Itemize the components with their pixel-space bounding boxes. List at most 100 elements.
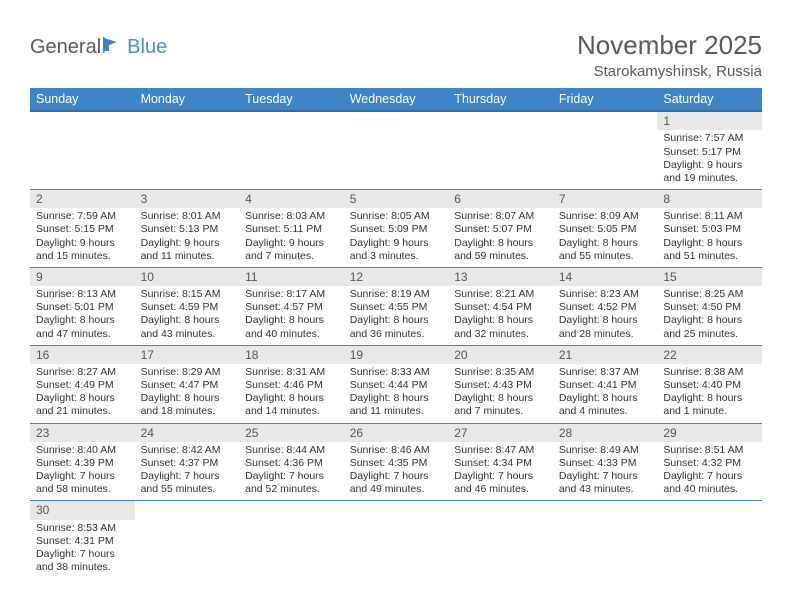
- day-number: 4: [239, 190, 344, 208]
- calendar-cell: 18Sunrise: 8:31 AMSunset: 4:46 PMDayligh…: [239, 345, 344, 423]
- page-subtitle: Starokamyshinsk, Russia: [577, 63, 762, 80]
- calendar-cell: 23Sunrise: 8:40 AMSunset: 4:39 PMDayligh…: [30, 423, 135, 501]
- weekday-header: Monday: [135, 88, 240, 111]
- day-content: Sunrise: 8:38 AMSunset: 4:40 PMDaylight:…: [657, 364, 762, 423]
- calendar-cell: 22Sunrise: 8:38 AMSunset: 4:40 PMDayligh…: [657, 345, 762, 423]
- calendar-cell: [239, 501, 344, 578]
- calendar-cell: [239, 111, 344, 189]
- calendar-cell: 21Sunrise: 8:37 AMSunset: 4:41 PMDayligh…: [553, 345, 658, 423]
- calendar-cell: 12Sunrise: 8:19 AMSunset: 4:55 PMDayligh…: [344, 267, 449, 345]
- weekday-header: Thursday: [448, 88, 553, 111]
- day-content: Sunrise: 8:13 AMSunset: 5:01 PMDaylight:…: [30, 286, 135, 345]
- day-content: Sunrise: 8:42 AMSunset: 4:37 PMDaylight:…: [135, 442, 240, 501]
- day-content: Sunrise: 8:07 AMSunset: 5:07 PMDaylight:…: [448, 208, 553, 267]
- day-content: Sunrise: 8:35 AMSunset: 4:43 PMDaylight:…: [448, 364, 553, 423]
- day-number: 7: [553, 190, 658, 208]
- day-number: 17: [135, 346, 240, 364]
- calendar-cell: 30Sunrise: 8:53 AMSunset: 4:31 PMDayligh…: [30, 501, 135, 578]
- calendar-row: 23Sunrise: 8:40 AMSunset: 4:39 PMDayligh…: [30, 423, 762, 501]
- calendar-cell: 3Sunrise: 8:01 AMSunset: 5:13 PMDaylight…: [135, 189, 240, 267]
- calendar-cell: 25Sunrise: 8:44 AMSunset: 4:36 PMDayligh…: [239, 423, 344, 501]
- day-content: Sunrise: 8:09 AMSunset: 5:05 PMDaylight:…: [553, 208, 658, 267]
- calendar-cell: [344, 111, 449, 189]
- calendar-cell: 11Sunrise: 8:17 AMSunset: 4:57 PMDayligh…: [239, 267, 344, 345]
- day-number: 6: [448, 190, 553, 208]
- day-number: 28: [553, 424, 658, 442]
- day-number: 8: [657, 190, 762, 208]
- calendar-cell: 2Sunrise: 7:59 AMSunset: 5:15 PMDaylight…: [30, 189, 135, 267]
- day-number: 30: [30, 501, 135, 519]
- day-content: Sunrise: 8:37 AMSunset: 4:41 PMDaylight:…: [553, 364, 658, 423]
- calendar-page: General Blue November 2025 Starokamyshin…: [0, 0, 792, 598]
- calendar-cell: 15Sunrise: 8:25 AMSunset: 4:50 PMDayligh…: [657, 267, 762, 345]
- calendar-cell: 27Sunrise: 8:47 AMSunset: 4:34 PMDayligh…: [448, 423, 553, 501]
- calendar-cell: 8Sunrise: 8:11 AMSunset: 5:03 PMDaylight…: [657, 189, 762, 267]
- day-content: Sunrise: 8:11 AMSunset: 5:03 PMDaylight:…: [657, 208, 762, 267]
- flag-icon: [103, 36, 125, 59]
- calendar-cell: [448, 111, 553, 189]
- calendar-cell: [344, 501, 449, 578]
- calendar-table: Sunday Monday Tuesday Wednesday Thursday…: [30, 88, 762, 578]
- day-number: 21: [553, 346, 658, 364]
- weekday-header: Saturday: [657, 88, 762, 111]
- day-content: Sunrise: 8:49 AMSunset: 4:33 PMDaylight:…: [553, 442, 658, 501]
- day-content: Sunrise: 8:23 AMSunset: 4:52 PMDaylight:…: [553, 286, 658, 345]
- page-title: November 2025: [577, 30, 762, 61]
- calendar-cell: 10Sunrise: 8:15 AMSunset: 4:59 PMDayligh…: [135, 267, 240, 345]
- calendar-cell: 7Sunrise: 8:09 AMSunset: 5:05 PMDaylight…: [553, 189, 658, 267]
- day-content: Sunrise: 8:03 AMSunset: 5:11 PMDaylight:…: [239, 208, 344, 267]
- calendar-row: 30Sunrise: 8:53 AMSunset: 4:31 PMDayligh…: [30, 501, 762, 578]
- calendar-row: 9Sunrise: 8:13 AMSunset: 5:01 PMDaylight…: [30, 267, 762, 345]
- weekday-header: Friday: [553, 88, 658, 111]
- calendar-row: 2Sunrise: 7:59 AMSunset: 5:15 PMDaylight…: [30, 189, 762, 267]
- day-number: 20: [448, 346, 553, 364]
- day-number: 1: [657, 112, 762, 130]
- calendar-cell: 4Sunrise: 8:03 AMSunset: 5:11 PMDaylight…: [239, 189, 344, 267]
- calendar-cell: 17Sunrise: 8:29 AMSunset: 4:47 PMDayligh…: [135, 345, 240, 423]
- day-number: 14: [553, 268, 658, 286]
- day-content: Sunrise: 8:19 AMSunset: 4:55 PMDaylight:…: [344, 286, 449, 345]
- day-content: Sunrise: 8:29 AMSunset: 4:47 PMDaylight:…: [135, 364, 240, 423]
- calendar-cell: 29Sunrise: 8:51 AMSunset: 4:32 PMDayligh…: [657, 423, 762, 501]
- day-content: Sunrise: 8:15 AMSunset: 4:59 PMDaylight:…: [135, 286, 240, 345]
- calendar-cell: 5Sunrise: 8:05 AMSunset: 5:09 PMDaylight…: [344, 189, 449, 267]
- weekday-header: Tuesday: [239, 88, 344, 111]
- day-content: Sunrise: 8:40 AMSunset: 4:39 PMDaylight:…: [30, 442, 135, 501]
- day-number: 23: [30, 424, 135, 442]
- calendar-body: 1Sunrise: 7:57 AMSunset: 5:17 PMDaylight…: [30, 111, 762, 578]
- day-content: Sunrise: 7:59 AMSunset: 5:15 PMDaylight:…: [30, 208, 135, 267]
- day-content: Sunrise: 8:01 AMSunset: 5:13 PMDaylight:…: [135, 208, 240, 267]
- day-content: Sunrise: 8:31 AMSunset: 4:46 PMDaylight:…: [239, 364, 344, 423]
- day-number: 5: [344, 190, 449, 208]
- logo-text-2: Blue: [127, 36, 167, 59]
- day-number: 12: [344, 268, 449, 286]
- day-number: 27: [448, 424, 553, 442]
- day-content: Sunrise: 8:27 AMSunset: 4:49 PMDaylight:…: [30, 364, 135, 423]
- day-number: 2: [30, 190, 135, 208]
- calendar-cell: 14Sunrise: 8:23 AMSunset: 4:52 PMDayligh…: [553, 267, 658, 345]
- day-number: 25: [239, 424, 344, 442]
- day-number: 26: [344, 424, 449, 442]
- weekday-header-row: Sunday Monday Tuesday Wednesday Thursday…: [30, 88, 762, 111]
- calendar-cell: 24Sunrise: 8:42 AMSunset: 4:37 PMDayligh…: [135, 423, 240, 501]
- logo-text-1: General: [30, 36, 101, 59]
- day-content: Sunrise: 8:47 AMSunset: 4:34 PMDaylight:…: [448, 442, 553, 501]
- calendar-cell: 26Sunrise: 8:46 AMSunset: 4:35 PMDayligh…: [344, 423, 449, 501]
- day-content: Sunrise: 8:05 AMSunset: 5:09 PMDaylight:…: [344, 208, 449, 267]
- calendar-cell: 19Sunrise: 8:33 AMSunset: 4:44 PMDayligh…: [344, 345, 449, 423]
- day-number: 10: [135, 268, 240, 286]
- calendar-cell: 28Sunrise: 8:49 AMSunset: 4:33 PMDayligh…: [553, 423, 658, 501]
- header: General Blue November 2025 Starokamyshin…: [30, 30, 762, 80]
- calendar-cell: 6Sunrise: 8:07 AMSunset: 5:07 PMDaylight…: [448, 189, 553, 267]
- day-number: 24: [135, 424, 240, 442]
- day-content: Sunrise: 7:57 AMSunset: 5:17 PMDaylight:…: [657, 130, 762, 189]
- weekday-header: Sunday: [30, 88, 135, 111]
- weekday-header: Wednesday: [344, 88, 449, 111]
- day-content: Sunrise: 8:21 AMSunset: 4:54 PMDaylight:…: [448, 286, 553, 345]
- calendar-cell: [135, 111, 240, 189]
- day-content: Sunrise: 8:44 AMSunset: 4:36 PMDaylight:…: [239, 442, 344, 501]
- day-number: 13: [448, 268, 553, 286]
- day-number: 16: [30, 346, 135, 364]
- day-number: 22: [657, 346, 762, 364]
- calendar-cell: 9Sunrise: 8:13 AMSunset: 5:01 PMDaylight…: [30, 267, 135, 345]
